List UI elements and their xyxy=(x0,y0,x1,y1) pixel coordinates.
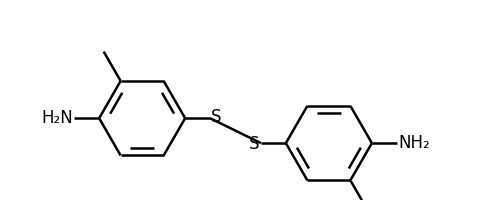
Text: H₂N: H₂N xyxy=(41,109,73,127)
Text: S: S xyxy=(211,108,222,126)
Text: S: S xyxy=(249,135,260,153)
Text: NH₂: NH₂ xyxy=(398,134,429,152)
